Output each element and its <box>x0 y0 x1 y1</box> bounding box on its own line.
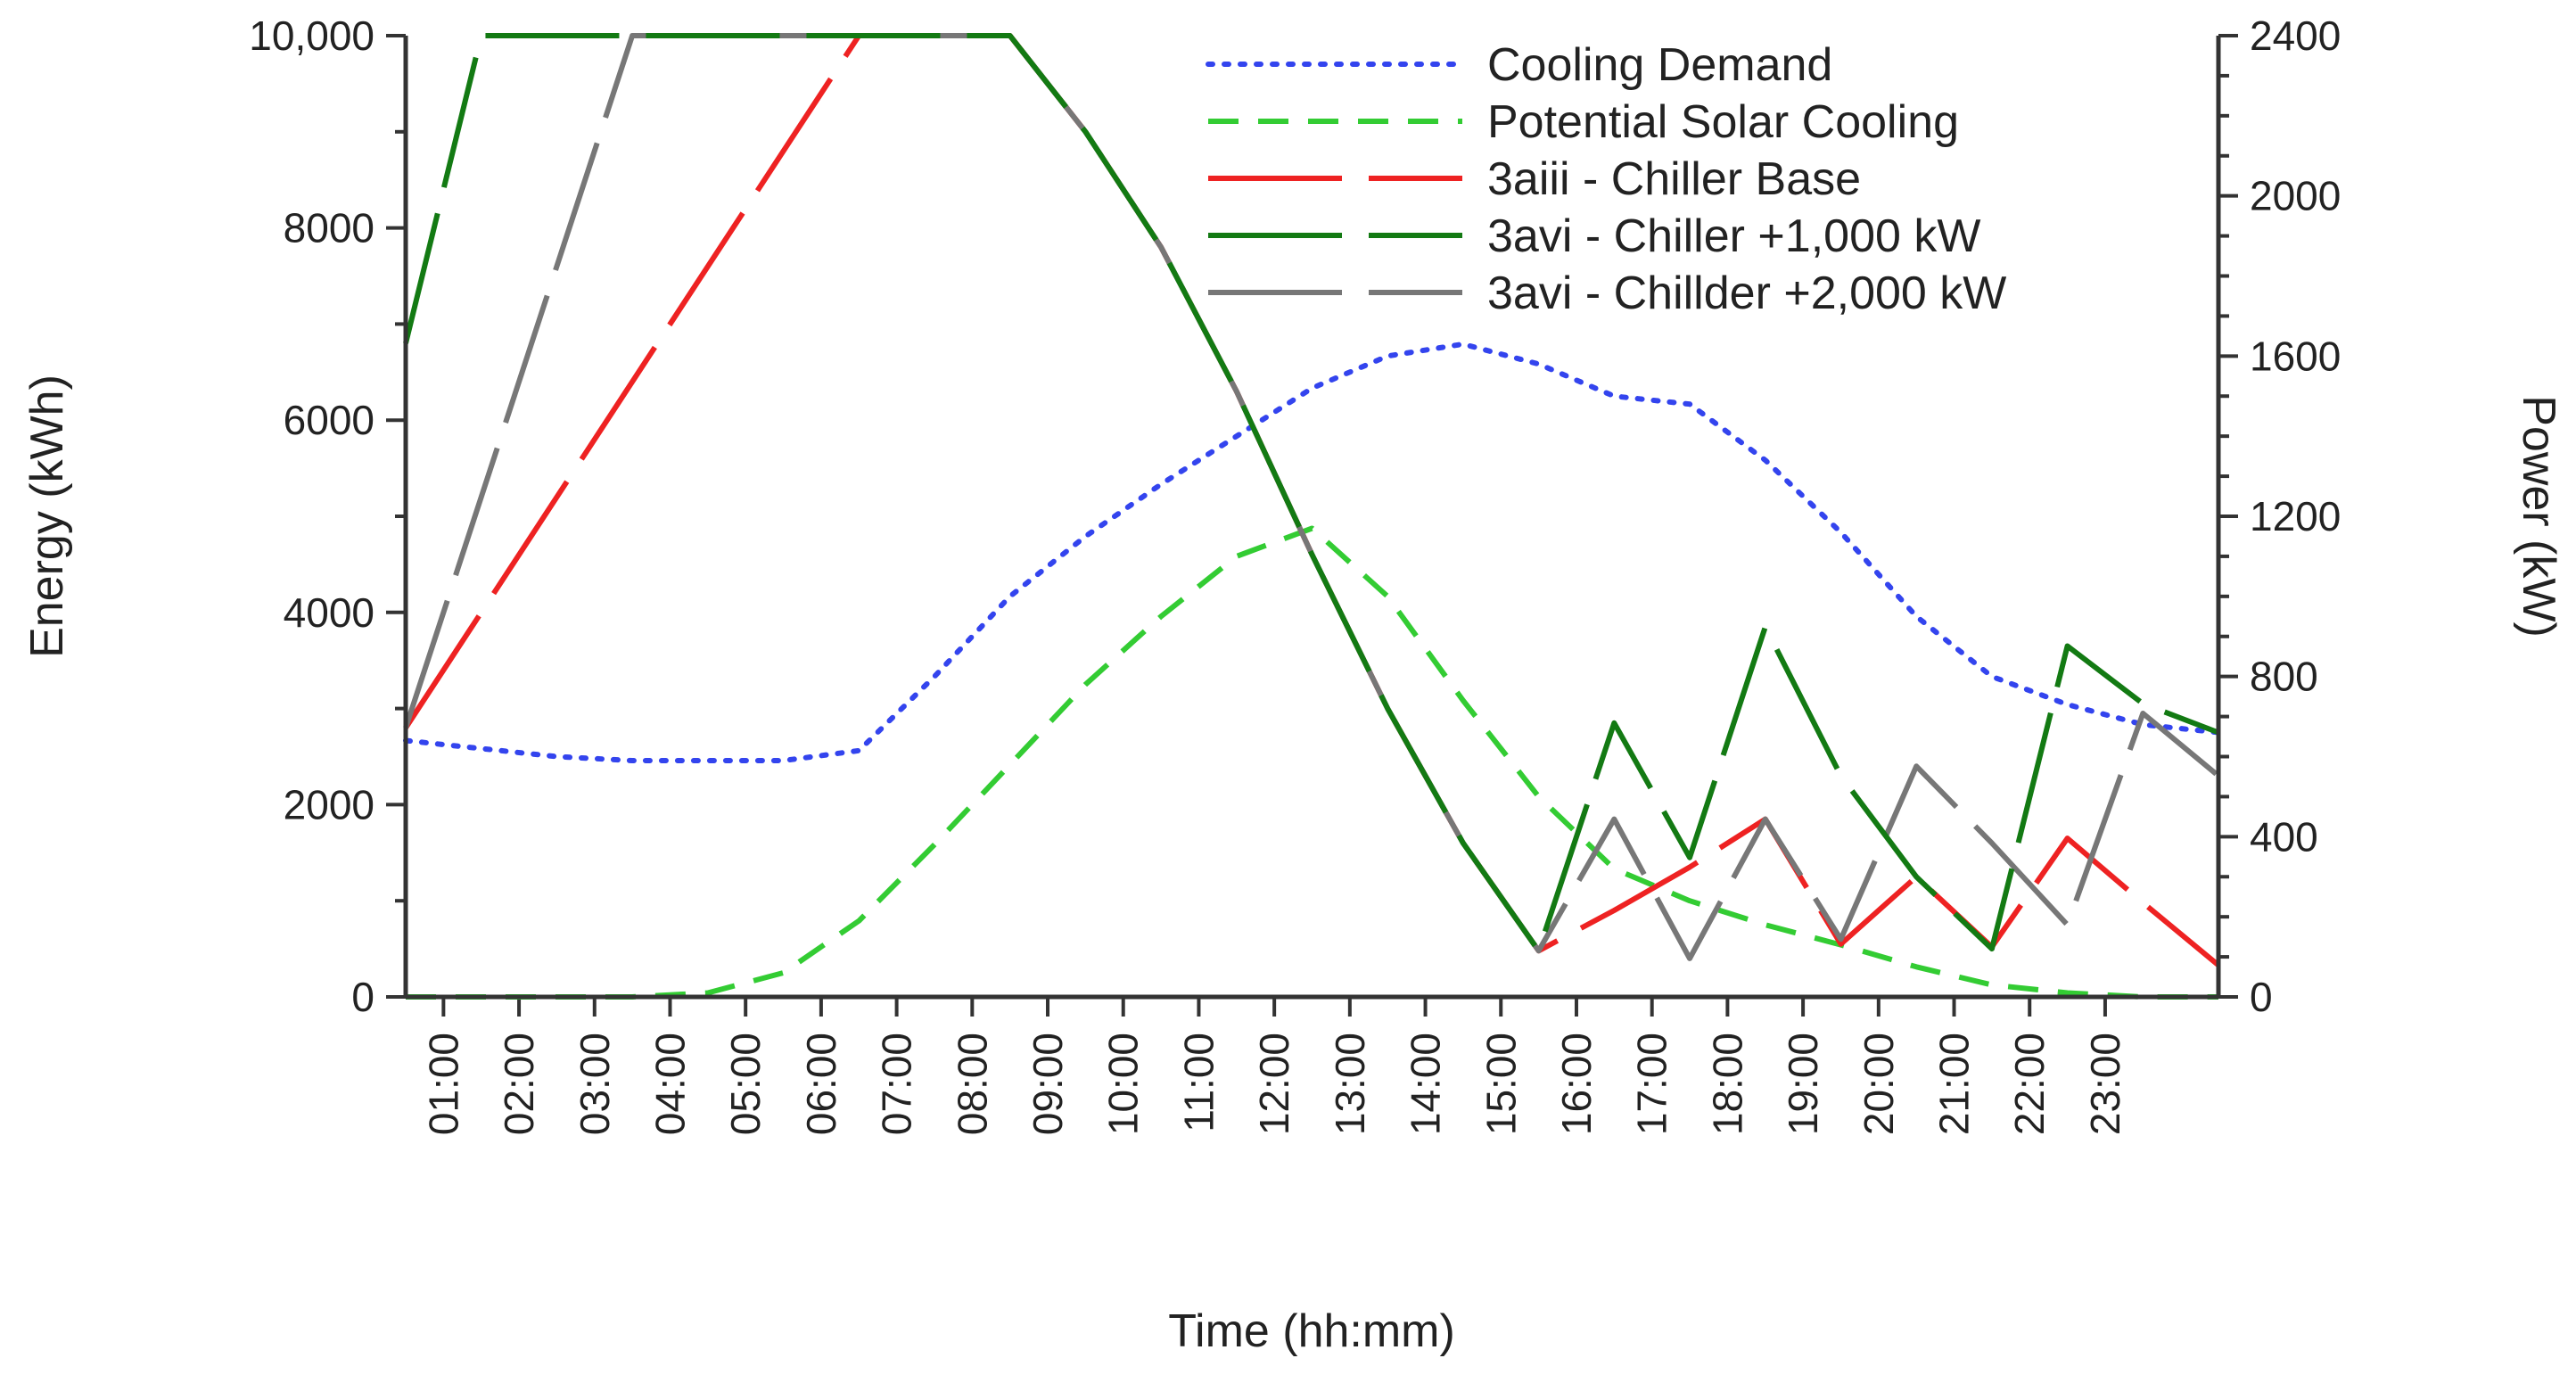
series-line-cooling-demand <box>403 341 2221 763</box>
x-tick-label: 09:00 <box>1025 1033 1071 1135</box>
x-tick-label: 23:00 <box>2082 1033 2128 1135</box>
x-tick-label: 04:00 <box>646 1033 693 1135</box>
legend-label: 3aiii - Chiller Base <box>1487 153 1861 205</box>
legend-label: 3avi - Chiller +1,000 kW <box>1487 210 1980 262</box>
legend-label: Potential Solar Cooling <box>1487 96 1959 148</box>
series-line-3avi-chiller-1-000-kw <box>403 33 2220 954</box>
right-tick-label: 800 <box>2250 654 2318 700</box>
left-tick-label: 10,000 <box>249 12 374 59</box>
labels-layer: 0 2000 4000 6000 8000 10,000 0 400 800 1200 1600 20… <box>249 12 2341 1135</box>
left-tick-label: 2000 <box>284 781 374 827</box>
series-line-potential-solar-cooling <box>406 525 2218 1000</box>
x-tick-label: 07:00 <box>874 1033 920 1135</box>
legend-label: Cooling Demand <box>1487 39 1832 91</box>
left-tick-label: 0 <box>351 974 374 1020</box>
x-tick-label: 15:00 <box>1477 1033 1524 1135</box>
axes-layer <box>403 36 2221 1000</box>
x-tick-label: 10:00 <box>1100 1033 1147 1135</box>
x-tick-label: 14:00 <box>1403 1033 1449 1135</box>
series-layer <box>403 33 2221 1000</box>
right-tick-label: 2000 <box>2250 173 2341 219</box>
right-tick-label: 0 <box>2250 974 2273 1020</box>
tick-layer <box>386 34 2238 1017</box>
x-tick-label: 20:00 <box>1856 1033 1902 1135</box>
right-tick-label: 1200 <box>2250 493 2341 539</box>
x-tick-label: 18:00 <box>1704 1033 1750 1135</box>
x-tick-label: 12:00 <box>1251 1033 1297 1135</box>
x-tick-label: 02:00 <box>496 1033 542 1135</box>
x-tick-label: 03:00 <box>572 1033 618 1135</box>
x-tick-label: 16:00 <box>1553 1033 1600 1135</box>
x-tick-label: 21:00 <box>1931 1033 1978 1135</box>
x-tick-label: 19:00 <box>1780 1033 1826 1135</box>
x-tick-label: 05:00 <box>722 1033 769 1135</box>
left-y-axis-title: Energy (kWh) <box>21 375 73 658</box>
left-tick-label: 4000 <box>284 589 374 636</box>
left-tick-label: 8000 <box>284 205 374 251</box>
x-tick-label: 06:00 <box>798 1033 844 1135</box>
left-tick-label: 6000 <box>284 397 374 443</box>
right-tick-label: 2400 <box>2250 12 2341 59</box>
right-tick-label: 1600 <box>2250 333 2341 379</box>
x-tick-label: 22:00 <box>2006 1033 2053 1135</box>
x-axis-title: Time (hh:mm) <box>1168 1305 1455 1357</box>
x-tick-label: 13:00 <box>1327 1033 1373 1135</box>
x-tick-label: 01:00 <box>420 1033 466 1135</box>
x-tick-label: 11:00 <box>1175 1033 1222 1132</box>
x-tick-label: 17:00 <box>1629 1033 1675 1135</box>
right-tick-label: 400 <box>2250 813 2318 860</box>
legend-label: 3avi - Chillder +2,000 kW <box>1487 268 2006 319</box>
right-y-axis-title: Power (kW) <box>2513 395 2564 638</box>
x-tick-label: 08:00 <box>949 1033 995 1135</box>
